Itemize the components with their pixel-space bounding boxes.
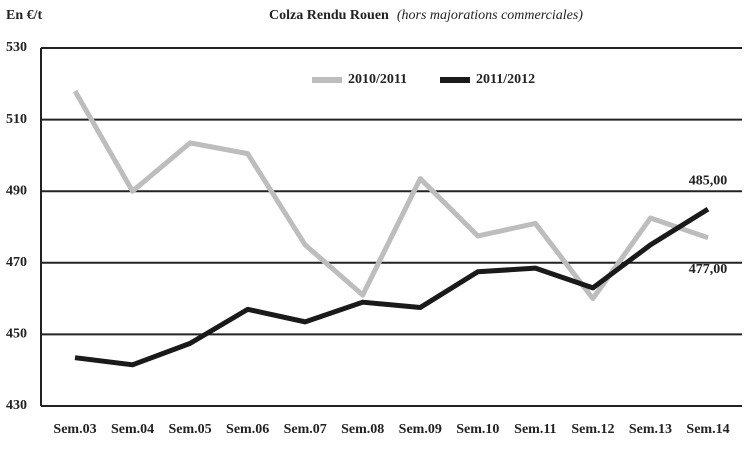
y-tick-label: 510	[6, 112, 27, 127]
y-tick-label: 490	[6, 183, 27, 198]
chart-title: Colza Rendu Rouen	[269, 8, 389, 23]
y-tick-label: 450	[6, 327, 27, 342]
x-tick-label: Sem.12	[571, 422, 614, 437]
x-tick-label: Sem.08	[341, 422, 384, 437]
value-label: 485,00	[689, 173, 728, 188]
x-tick-label: Sem.05	[169, 422, 212, 437]
y-axis-label: En €/t	[6, 8, 43, 23]
series-line	[72, 89, 709, 302]
x-tick-label: Sem.10	[456, 422, 499, 437]
x-tick-label: Sem.06	[226, 422, 269, 437]
chart-title-group: Colza Rendu Rouen (hors majorations comme…	[269, 8, 583, 23]
y-tick-label: 430	[6, 398, 27, 413]
y-tick-label: 530	[6, 40, 27, 55]
x-tick-label: Sem.07	[284, 422, 327, 437]
chart-subtitle: (hors majorations commerciales)	[397, 8, 583, 23]
y-tick-label: 470	[6, 255, 27, 270]
x-tick-label: Sem.13	[629, 422, 672, 437]
x-tick-label: Sem.14	[686, 422, 729, 437]
value-label: 477,00	[689, 262, 728, 277]
legend-label: 2010/2011	[348, 72, 407, 87]
x-tick-label: Sem.11	[514, 422, 556, 437]
series-line	[74, 206, 710, 368]
x-tick-label: Sem.09	[399, 422, 442, 437]
x-tick-label: Sem.04	[111, 422, 154, 437]
x-tick-label: Sem.03	[53, 422, 96, 437]
legend-label: 2011/2012	[476, 72, 535, 87]
